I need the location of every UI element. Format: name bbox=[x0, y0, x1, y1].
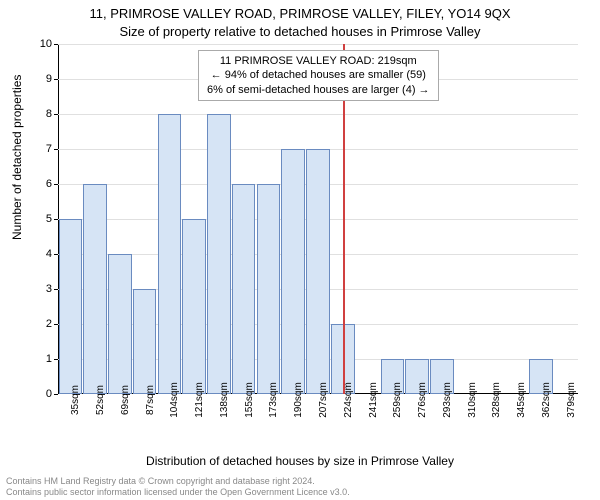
x-tick-label: 104sqm bbox=[169, 382, 180, 418]
y-tick-mark bbox=[54, 79, 58, 80]
x-tick-label: 87sqm bbox=[145, 385, 156, 415]
histogram-bar bbox=[281, 149, 305, 394]
info-box: 11 PRIMROSE VALLEY ROAD: 219sqm ← 94% of… bbox=[198, 50, 439, 101]
y-tick-label: 9 bbox=[46, 73, 52, 85]
y-tick-label: 4 bbox=[46, 248, 52, 260]
y-tick-mark bbox=[54, 44, 58, 45]
x-tick-label: 207sqm bbox=[318, 382, 329, 418]
x-tick-label: 241sqm bbox=[368, 382, 379, 418]
y-tick-label: 2 bbox=[46, 318, 52, 330]
y-tick-mark bbox=[54, 359, 58, 360]
footer-line2: Contains public sector information licen… bbox=[6, 487, 350, 498]
chart-container: 11, PRIMROSE VALLEY ROAD, PRIMROSE VALLE… bbox=[0, 0, 600, 500]
y-tick-mark bbox=[54, 289, 58, 290]
y-tick-label: 5 bbox=[46, 213, 52, 225]
y-tick-label: 1 bbox=[46, 353, 52, 365]
info-box-line1: 11 PRIMROSE VALLEY ROAD: 219sqm bbox=[207, 54, 430, 68]
histogram-bar bbox=[182, 219, 206, 394]
y-tick-mark bbox=[54, 114, 58, 115]
histogram-bar bbox=[158, 114, 182, 394]
y-tick-mark bbox=[54, 184, 58, 185]
y-tick-mark bbox=[54, 149, 58, 150]
y-tick-label: 3 bbox=[46, 283, 52, 295]
plot-area: 01234567891035sqm52sqm69sqm87sqm104sqm12… bbox=[58, 44, 578, 394]
footer: Contains HM Land Registry data © Crown c… bbox=[6, 476, 350, 498]
x-tick-label: 138sqm bbox=[219, 382, 230, 418]
x-tick-label: 52sqm bbox=[95, 385, 106, 415]
histogram-bar bbox=[133, 289, 157, 394]
y-tick-mark bbox=[54, 219, 58, 220]
x-tick-label: 379sqm bbox=[566, 382, 577, 418]
histogram-bar bbox=[257, 184, 281, 394]
histogram-bar bbox=[83, 184, 107, 394]
x-tick-label: 259sqm bbox=[392, 382, 403, 418]
footer-line1: Contains HM Land Registry data © Crown c… bbox=[6, 476, 350, 487]
info-box-line2: ← 94% of detached houses are smaller (59… bbox=[207, 68, 430, 82]
y-tick-label: 10 bbox=[40, 38, 52, 50]
histogram-bar bbox=[207, 114, 231, 394]
y-tick-label: 0 bbox=[46, 388, 52, 400]
x-tick-label: 310sqm bbox=[467, 382, 478, 418]
x-tick-label: 35sqm bbox=[70, 385, 81, 415]
x-tick-label: 328sqm bbox=[491, 382, 502, 418]
info-box-line3: 6% of semi-detached houses are larger (4… bbox=[207, 83, 430, 97]
y-tick-mark bbox=[54, 394, 58, 395]
y-tick-label: 6 bbox=[46, 178, 52, 190]
chart-title-address: 11, PRIMROSE VALLEY ROAD, PRIMROSE VALLE… bbox=[0, 6, 600, 21]
x-tick-label: 69sqm bbox=[120, 385, 131, 415]
x-tick-label: 121sqm bbox=[194, 382, 205, 418]
gridline bbox=[58, 44, 578, 45]
histogram-bar bbox=[306, 149, 330, 394]
y-tick-mark bbox=[54, 324, 58, 325]
histogram-bar bbox=[232, 184, 256, 394]
y-tick-label: 7 bbox=[46, 143, 52, 155]
y-tick-mark bbox=[54, 254, 58, 255]
x-tick-label: 155sqm bbox=[244, 382, 255, 418]
x-tick-label: 345sqm bbox=[516, 382, 527, 418]
y-axis-label: Number of detached properties bbox=[10, 75, 24, 240]
x-axis-label: Distribution of detached houses by size … bbox=[0, 454, 600, 468]
histogram-bar bbox=[59, 219, 83, 394]
x-tick-label: 362sqm bbox=[541, 382, 552, 418]
histogram-bar bbox=[108, 254, 132, 394]
gridline bbox=[58, 114, 578, 115]
x-tick-label: 173sqm bbox=[268, 382, 279, 418]
x-tick-label: 190sqm bbox=[293, 382, 304, 418]
chart-title-description: Size of property relative to detached ho… bbox=[0, 24, 600, 39]
x-tick-label: 293sqm bbox=[442, 382, 453, 418]
x-tick-label: 276sqm bbox=[417, 382, 428, 418]
y-tick-label: 8 bbox=[46, 108, 52, 120]
